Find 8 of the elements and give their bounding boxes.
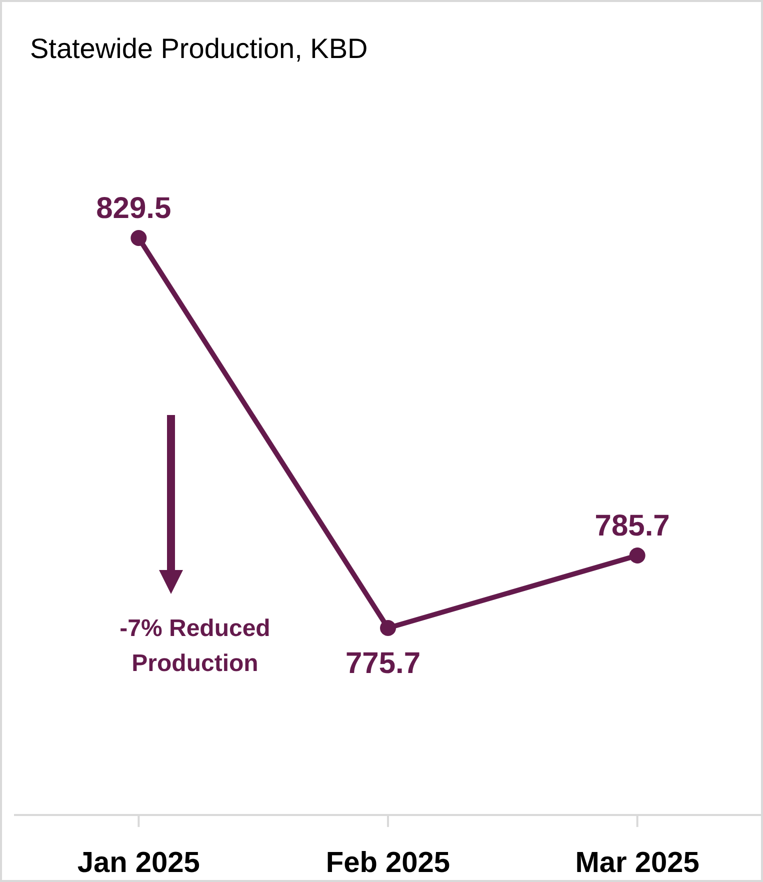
x-tick-label: Mar 2025 bbox=[575, 847, 700, 879]
annotation: -7% Reduced Production bbox=[120, 615, 270, 677]
chart-title: Statewide Production, KBD bbox=[30, 33, 368, 64]
x-tick-label: Jan 2025 bbox=[77, 847, 200, 879]
data-label: 829.5 bbox=[96, 192, 172, 225]
x-tick-label: Feb 2025 bbox=[326, 847, 450, 879]
data-label: 785.7 bbox=[594, 510, 670, 543]
data-label: 775.7 bbox=[345, 647, 421, 680]
